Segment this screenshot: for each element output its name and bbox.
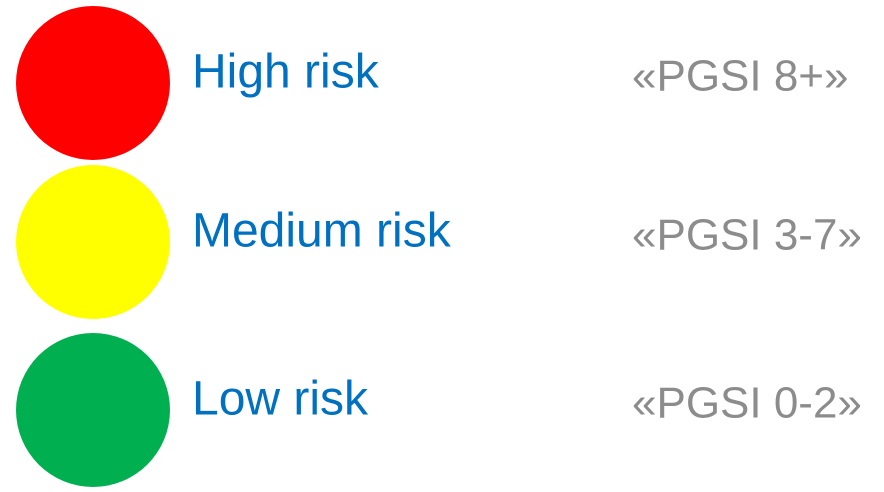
risk-label: High risk (192, 46, 380, 99)
risk-dot (16, 165, 170, 319)
risk-dot (16, 333, 170, 487)
risk-range: «PGSI 8+» (632, 52, 848, 101)
risk-label: Medium risk (192, 205, 452, 258)
risk-range: «PGSI 3-7» (632, 211, 862, 260)
risk-label: Low risk (192, 373, 369, 426)
risk-range: «PGSI 0-2» (632, 379, 862, 428)
risk-dot (16, 6, 170, 160)
